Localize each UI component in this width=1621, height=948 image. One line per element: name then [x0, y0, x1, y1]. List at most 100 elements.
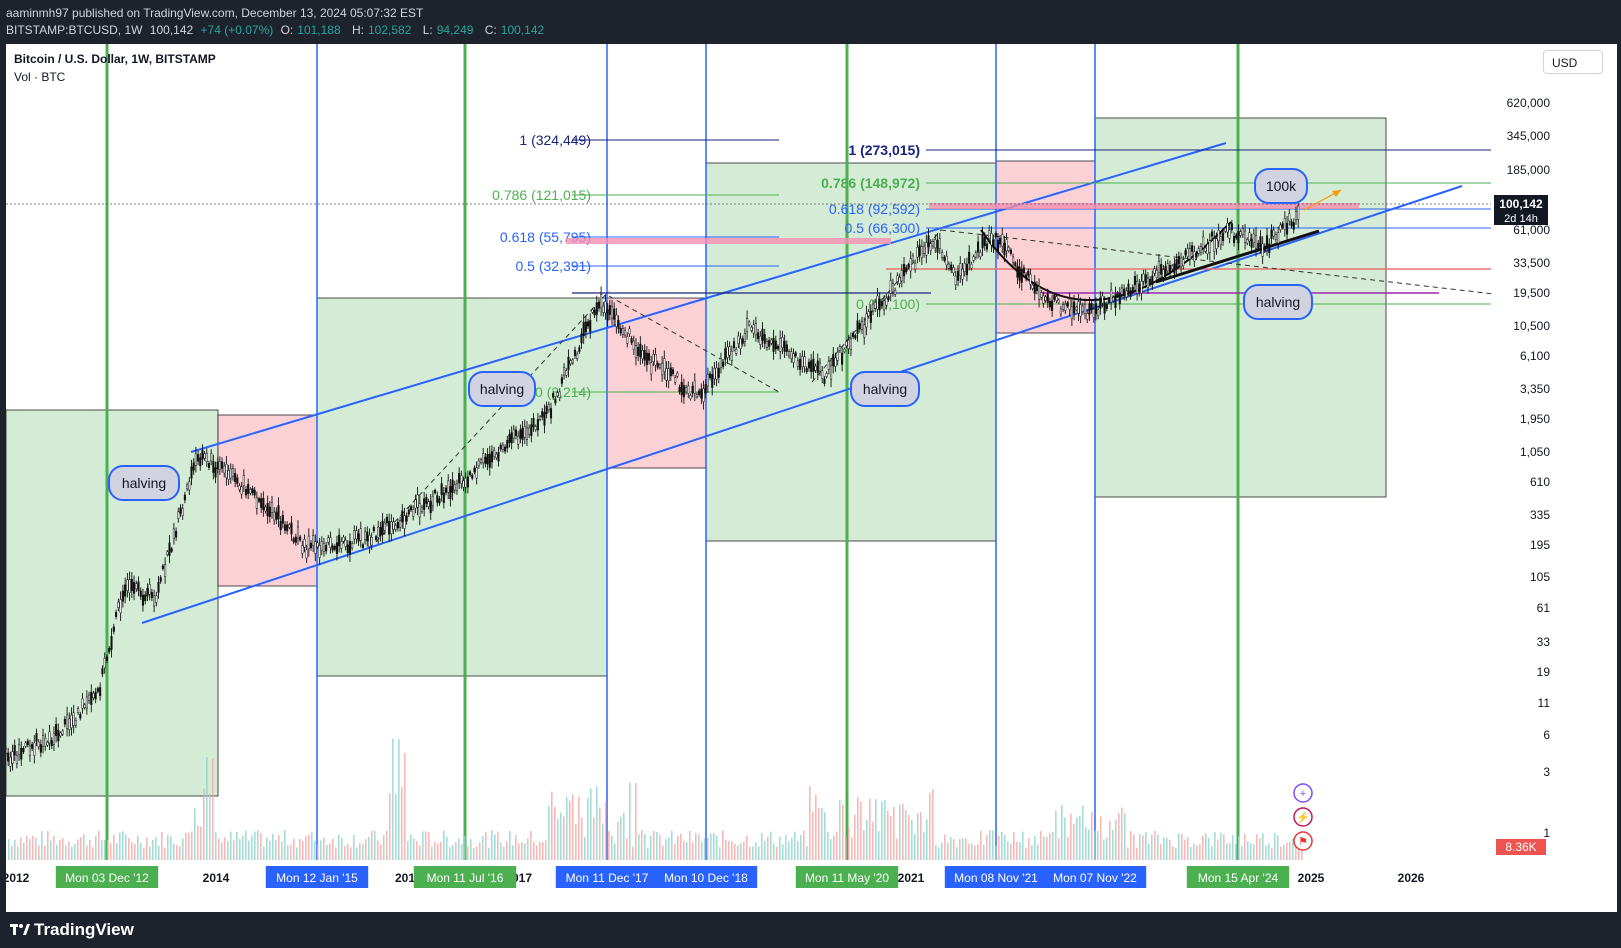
fib2-level-label: 1 (273,015): [848, 142, 920, 158]
volume-bar: [506, 841, 508, 860]
price-candle-body: [299, 536, 302, 541]
volume-bar: [515, 835, 517, 860]
volume-bar: [275, 840, 277, 860]
price-candle-body: [57, 729, 60, 742]
volume-bar: [422, 831, 424, 860]
price-candle-body: [477, 460, 480, 467]
price-candle-body: [153, 595, 156, 607]
volume-bar: [950, 836, 952, 860]
volume-bar: [50, 840, 52, 860]
annotation-bubble: [850, 371, 920, 407]
price-candle-body: [508, 434, 511, 443]
price-candle-body: [161, 565, 164, 570]
volume-bar: [845, 837, 847, 860]
volume-bar: [320, 840, 322, 860]
price-candle-body: [1146, 277, 1149, 289]
cycle-vertical-lines: [105, 44, 1240, 860]
price-candle-body: [977, 241, 980, 253]
volume-bar: [95, 835, 97, 860]
volume-bar: [1133, 834, 1135, 860]
volume-bar: [8, 839, 10, 860]
price-candle-body: [1051, 300, 1054, 312]
price-candle-body: [954, 275, 957, 285]
currency-button[interactable]: USD: [1543, 50, 1603, 74]
volume-bar: [386, 830, 388, 860]
price-candle-body: [444, 487, 448, 493]
volume-bar: [23, 842, 25, 860]
volume-bar: [254, 831, 256, 860]
price-candle-body: [192, 462, 195, 471]
volume-bar: [686, 842, 688, 860]
volume-bar: [116, 843, 118, 860]
volume-bar: [1157, 834, 1159, 860]
chart-panel[interactable]: Bitcoin / U.S. Dollar, 1W, BITSTAMP Vol …: [6, 44, 1617, 912]
price-candle-body: [451, 479, 454, 493]
volume-bar: [113, 834, 115, 860]
volume-bar: [662, 845, 664, 860]
volume-bar: [29, 839, 31, 860]
volume-bar: [314, 840, 316, 860]
volume-bar: [86, 845, 88, 860]
price-axis-tick: 1,050: [1520, 445, 1550, 459]
volume-bar: [920, 812, 922, 860]
price-candle-body: [455, 483, 459, 491]
price-candle-body: [223, 465, 226, 474]
volume-bar: [983, 844, 985, 860]
price-candle-body: [253, 489, 256, 496]
volume-bar: [797, 840, 799, 860]
price-candle-body: [743, 333, 746, 342]
price-chart[interactable]: 1 (324,449)0.786 (121,015)0.618 (55,795)…: [6, 44, 1617, 912]
volume-bar: [902, 803, 904, 860]
volume-bar: [641, 829, 643, 860]
price-candle-body: [945, 255, 948, 266]
price-candle-body: [179, 507, 182, 514]
volume-bar: [1220, 832, 1222, 860]
fib1-level-label: 0.786 (121,015): [492, 187, 591, 203]
price-candle-body: [1173, 263, 1176, 274]
price-candle-body: [918, 244, 921, 256]
volume-bar: [125, 834, 127, 860]
price-candle-body: [979, 251, 982, 258]
volume-bar: [401, 786, 403, 860]
volume-bar: [869, 798, 871, 860]
price-candle-body: [372, 526, 375, 532]
price-candle-body: [1153, 268, 1156, 274]
price-candle-body: [41, 735, 45, 747]
price-candle-body: [405, 515, 408, 522]
price-candle-body: [225, 463, 228, 478]
volume-bar: [1208, 837, 1210, 860]
price-candle-body: [121, 590, 124, 602]
volume-bar: [161, 831, 163, 860]
channel-lower-line: [141, 185, 1463, 624]
price-candle-body: [1171, 265, 1174, 270]
price-candle-body: [1162, 269, 1165, 278]
price-change: +74 (+0.07%): [200, 23, 274, 37]
volume-bar: [473, 847, 475, 860]
price-candle-body: [15, 755, 18, 764]
volume-bar: [650, 835, 652, 860]
price-candle-body: [790, 351, 793, 359]
volume-bar: [119, 832, 121, 860]
volume-bar: [812, 811, 814, 860]
price-candle-body: [894, 289, 897, 295]
price-candle-body: [1038, 286, 1041, 300]
price-candle-body: [172, 528, 175, 539]
volume-bar: [1160, 844, 1162, 860]
tradingview-logo[interactable]: TradingView: [10, 920, 134, 940]
price-candle-body: [77, 708, 80, 713]
price-candle-body: [112, 626, 115, 632]
date-tag-label: Mon 11 Dec '17: [566, 871, 649, 885]
volume-bar: [1154, 830, 1156, 860]
volume-bar: [296, 847, 298, 860]
volume-bar: [128, 838, 130, 860]
volume-bar: [551, 791, 553, 860]
volume-bar: [923, 832, 925, 860]
volume-bar: [458, 838, 460, 860]
volume-bar: [653, 830, 655, 860]
price-axis-tick: 345,000: [1507, 129, 1551, 143]
price-candle-body: [314, 541, 317, 555]
volume-bar: [1019, 842, 1021, 860]
price-candle-body: [1029, 274, 1032, 285]
volume-bar: [347, 843, 349, 860]
volume-bar: [1082, 806, 1084, 860]
